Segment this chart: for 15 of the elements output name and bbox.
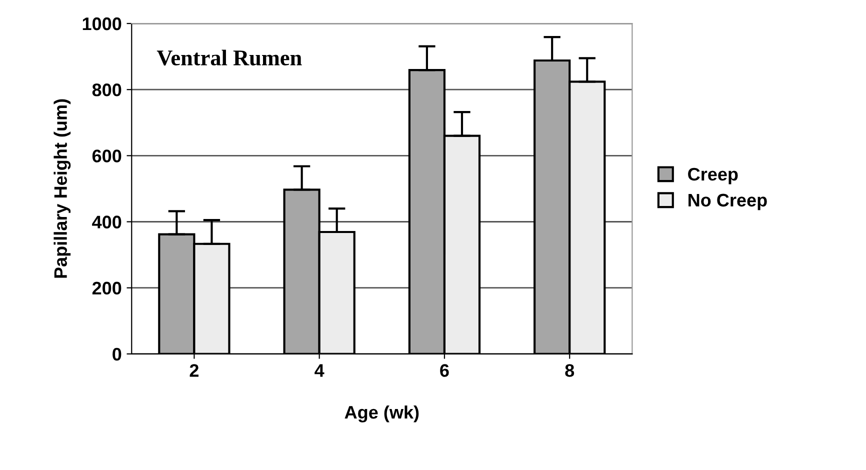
- x-tick-label: 8: [565, 364, 574, 377]
- y-tick-label: 600: [92, 150, 122, 162]
- y-tick-label: 400: [92, 216, 122, 228]
- legend-label: No Creep: [688, 194, 767, 210]
- x-tick-label: 6: [440, 364, 449, 377]
- legend-label: Creep: [688, 168, 738, 184]
- y-axis-title: Papillary Height (um): [54, 99, 71, 278]
- y-tick-label: 200: [92, 282, 122, 295]
- x-tick-label: 2: [190, 364, 198, 377]
- x-axis-title: Age (wk): [344, 405, 419, 422]
- y-tick-label: 0: [112, 348, 122, 361]
- y-tick-label: 1000: [82, 17, 122, 30]
- annotation: Ventral Rumen: [156, 50, 302, 66]
- x-tick-label: 4: [314, 364, 324, 377]
- y-tick-label: 800: [92, 84, 122, 96]
